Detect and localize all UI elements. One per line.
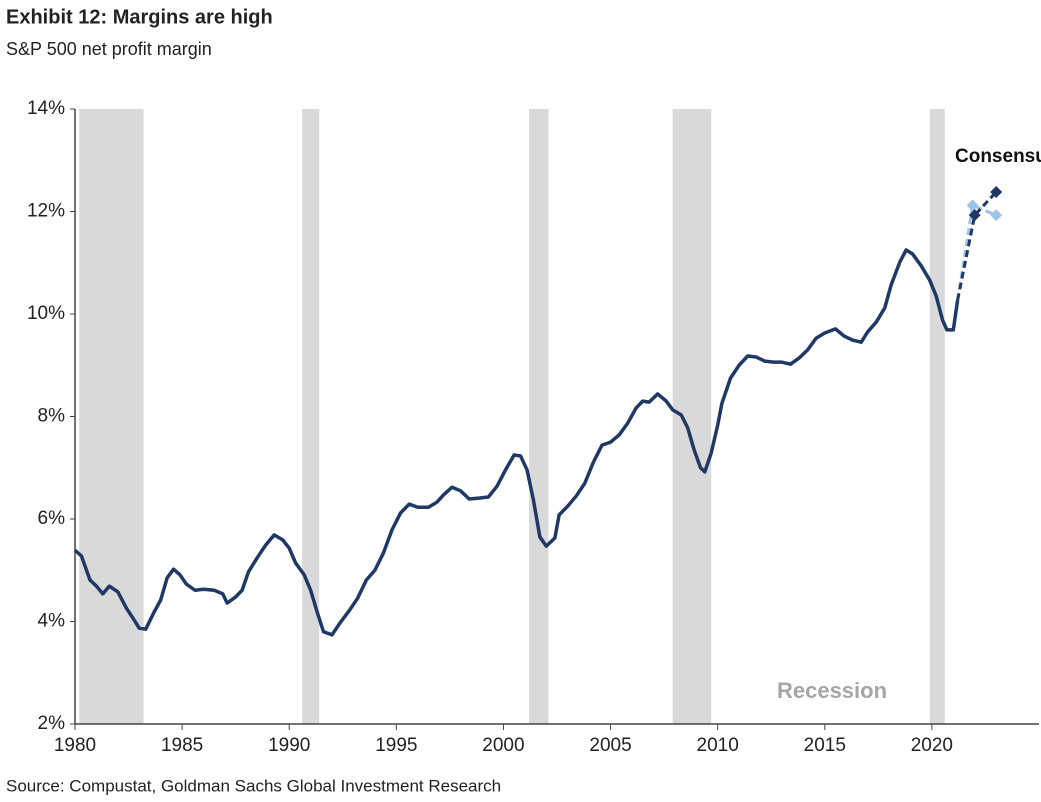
- recession-band: [672, 109, 712, 724]
- x-tick-label: 2000: [482, 735, 524, 756]
- x-tick-label: 2020: [911, 735, 953, 756]
- series-line: [956, 203, 997, 301]
- y-tick-label: 10%: [27, 303, 65, 324]
- marker: [968, 209, 981, 222]
- marker: [990, 209, 1003, 222]
- recession-label: Recession: [777, 678, 887, 703]
- marker: [966, 199, 979, 212]
- series-line: [956, 191, 998, 301]
- y-tick-label: 12%: [27, 201, 65, 222]
- chart-title: Exhibit 12: Margins are high: [6, 6, 273, 28]
- y-tick-label: 6%: [38, 508, 66, 529]
- x-tick-label: 1980: [54, 735, 96, 756]
- y-tick-label: 14%: [27, 98, 65, 119]
- marker: [990, 186, 1003, 199]
- y-tick-label: 8%: [38, 406, 66, 427]
- y-tick-label: 2%: [38, 713, 66, 734]
- y-tick-label: 4%: [38, 611, 66, 632]
- recession-band: [302, 109, 320, 724]
- recession-band: [79, 109, 144, 724]
- annotation: Consensus: [955, 146, 1041, 167]
- source: Source: Compustat, Goldman Sachs Global …: [6, 776, 501, 795]
- chart-subtitle: S&P 500 net profit margin: [6, 39, 212, 59]
- x-tick-label: 2005: [589, 735, 631, 756]
- series-line: [73, 248, 960, 637]
- recession-band: [529, 109, 549, 724]
- recession-band: [929, 109, 945, 724]
- x-tick-label: 1985: [161, 735, 203, 756]
- x-tick-label: 1990: [268, 735, 310, 756]
- x-tick-label: 2010: [697, 735, 739, 756]
- x-tick-label: 2015: [804, 735, 846, 756]
- x-tick-label: 1995: [375, 735, 417, 756]
